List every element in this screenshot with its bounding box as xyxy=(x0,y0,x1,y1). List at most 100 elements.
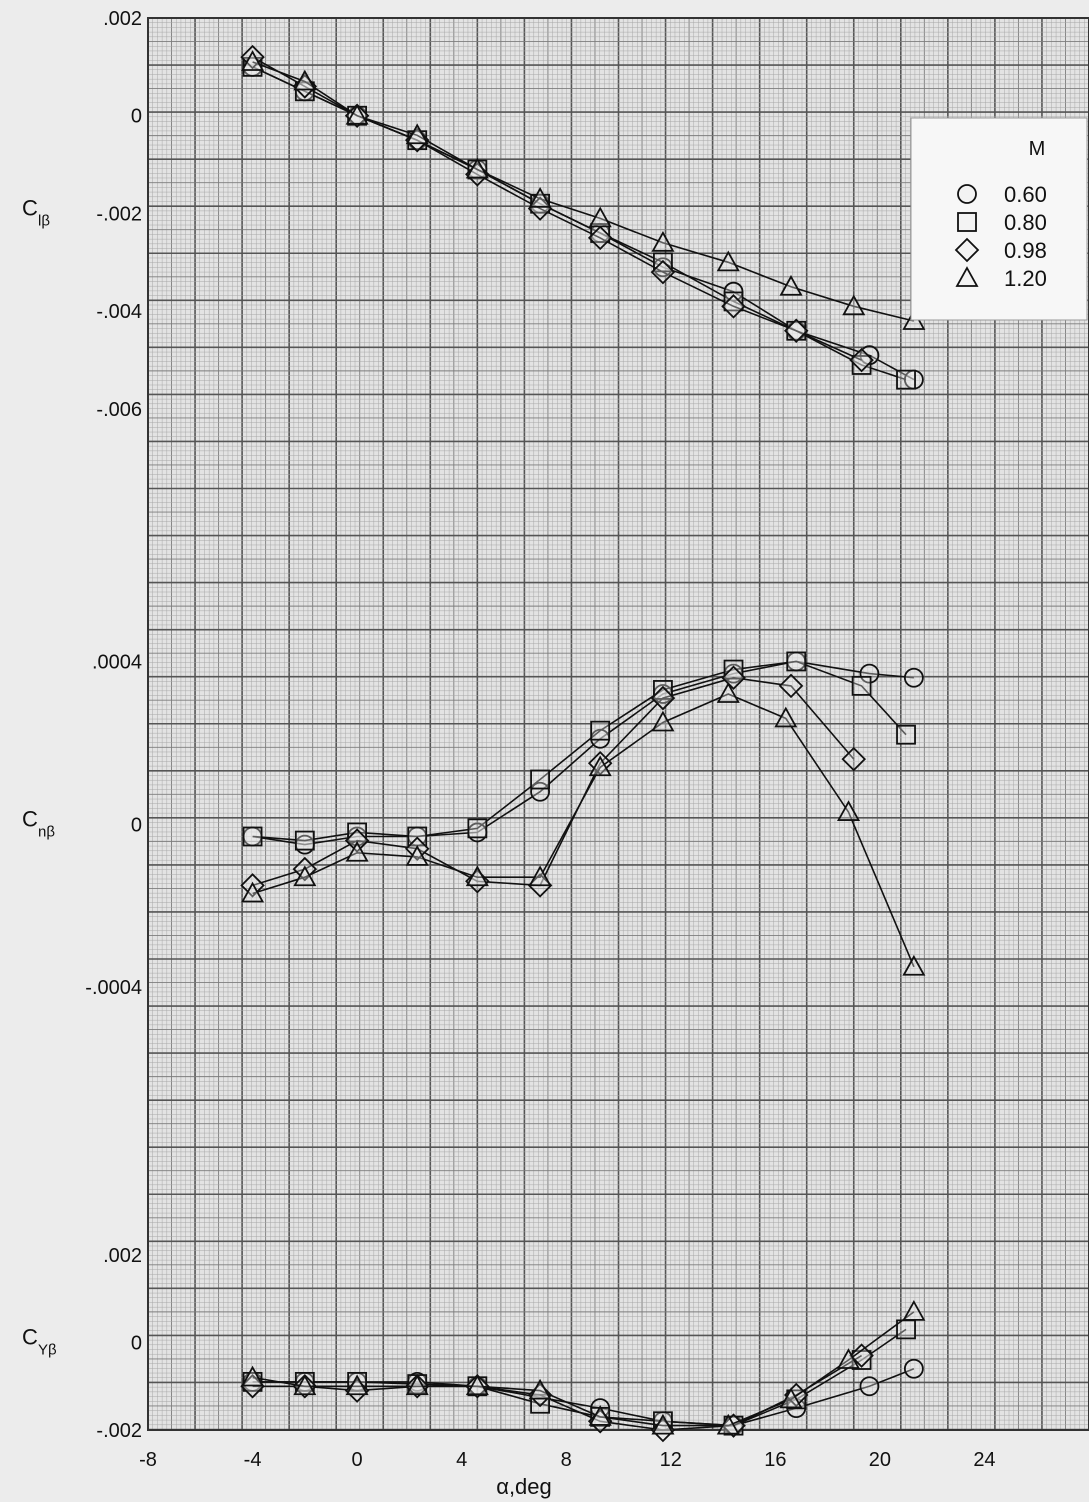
legend-label: 0.98 xyxy=(1004,238,1047,263)
data-point xyxy=(293,69,317,91)
data-point xyxy=(851,675,872,696)
data-point xyxy=(530,781,550,802)
legend: M 0.60 0.80 0.98 1.20 xyxy=(910,117,1088,321)
data-point xyxy=(405,845,429,866)
data-point xyxy=(344,828,370,853)
data-point xyxy=(903,667,924,688)
y-axis-label-subscript: Yβ xyxy=(38,1342,57,1359)
series-triangle xyxy=(241,1300,926,1435)
data-point xyxy=(345,1374,369,1396)
legend-label: 0.60 xyxy=(1004,182,1047,207)
data-point xyxy=(651,1413,675,1435)
x-tick-label: 0 xyxy=(352,1449,363,1471)
data-point xyxy=(404,836,430,861)
y-axis-label-subscript: nβ xyxy=(38,823,55,840)
data-point xyxy=(527,196,553,221)
x-tick-label: 8 xyxy=(561,1449,572,1471)
data-point xyxy=(588,1405,612,1426)
y-tick-label: -.004 xyxy=(96,301,142,323)
data-point xyxy=(896,369,916,390)
x-tick-label: 16 xyxy=(764,1449,786,1471)
grid-lines xyxy=(147,17,1089,1431)
data-point xyxy=(294,830,315,851)
data-point xyxy=(778,673,804,699)
data-point xyxy=(774,706,798,728)
data-point xyxy=(345,840,369,862)
data-point xyxy=(783,318,809,344)
y-axis-label-subscript: lβ xyxy=(38,212,50,229)
data-point xyxy=(716,250,740,272)
y-axis-label: C xyxy=(22,1325,38,1350)
legend-marker-square xyxy=(957,212,977,232)
data-point xyxy=(530,769,550,790)
data-point xyxy=(241,50,265,71)
series-line xyxy=(252,56,862,361)
legend-title: M xyxy=(1029,138,1046,160)
x-axis-label: α,deg xyxy=(496,1474,552,1499)
x-tick-label: 20 xyxy=(869,1449,891,1471)
data-point xyxy=(240,873,265,898)
panel-middle: .0004 0 -.0004 Cnβ xyxy=(22,651,926,999)
data-point xyxy=(786,651,807,672)
data-point xyxy=(851,355,872,375)
x-tick-label: -4 xyxy=(244,1449,262,1471)
panel-top: .002 0 -.002 -.004 -.006 Clβ xyxy=(22,8,926,421)
data-point xyxy=(779,274,803,296)
data-point xyxy=(721,294,746,319)
data-point xyxy=(723,659,744,680)
data-point xyxy=(241,1365,265,1387)
series-line xyxy=(252,61,915,322)
data-point xyxy=(903,1358,924,1379)
x-tick-label: 4 xyxy=(456,1449,467,1471)
data-point xyxy=(467,818,488,839)
y-tick-label: -.002 xyxy=(96,1420,142,1442)
panel-bottom: .002 0 -.002 CYβ xyxy=(22,1245,926,1443)
data-point xyxy=(293,865,317,887)
y-tick-label: .002 xyxy=(103,8,142,30)
legend-entries: 0.60 0.80 0.98 1.20 xyxy=(954,182,1047,291)
data-point xyxy=(859,663,880,684)
y-axis-label: C xyxy=(22,806,38,831)
data-point xyxy=(651,710,675,732)
legend-label: 1.20 xyxy=(1004,266,1047,291)
data-point xyxy=(528,865,552,887)
data-point xyxy=(465,1374,489,1396)
data-point xyxy=(859,1376,880,1397)
data-point xyxy=(849,347,874,373)
data-point xyxy=(465,865,489,887)
y-tick-label: .0004 xyxy=(92,651,142,673)
y-tick-label: -.006 xyxy=(96,399,142,421)
data-point xyxy=(779,1387,803,1409)
y-tick-label: -.0004 xyxy=(85,977,142,999)
data-point xyxy=(836,1348,861,1369)
series-triangle xyxy=(241,50,926,330)
data-point xyxy=(902,1300,926,1321)
data-point xyxy=(528,186,552,208)
data-point xyxy=(405,123,429,145)
data-point xyxy=(651,230,675,252)
data-point xyxy=(293,1374,317,1396)
series-triangle xyxy=(241,682,926,976)
data-point xyxy=(716,1413,740,1435)
data-point xyxy=(465,157,489,179)
legend-marker-triangle xyxy=(955,266,979,287)
data-point xyxy=(716,682,740,703)
series-line xyxy=(252,1311,915,1427)
data-point xyxy=(841,746,867,772)
data-point xyxy=(590,720,611,741)
legend-marker-diamond xyxy=(954,237,980,263)
legend-label: 0.80 xyxy=(1004,210,1047,235)
data-point xyxy=(896,724,916,745)
y-tick-label: -.002 xyxy=(96,203,142,225)
y-tick-label: 0 xyxy=(131,106,142,128)
data-point xyxy=(528,1378,552,1400)
legend-marker-circle xyxy=(957,184,977,204)
y-tick-label: .002 xyxy=(103,1245,142,1267)
chart-panels: .0020-.002-.004-.006Clβ.00040-.0004Cnβ.0… xyxy=(22,8,926,1443)
y-tick-label: 0 xyxy=(131,1333,142,1355)
data-point xyxy=(345,103,369,125)
data-point xyxy=(650,685,676,711)
legend-box xyxy=(910,117,1088,321)
y-tick-label: 0 xyxy=(131,814,142,836)
